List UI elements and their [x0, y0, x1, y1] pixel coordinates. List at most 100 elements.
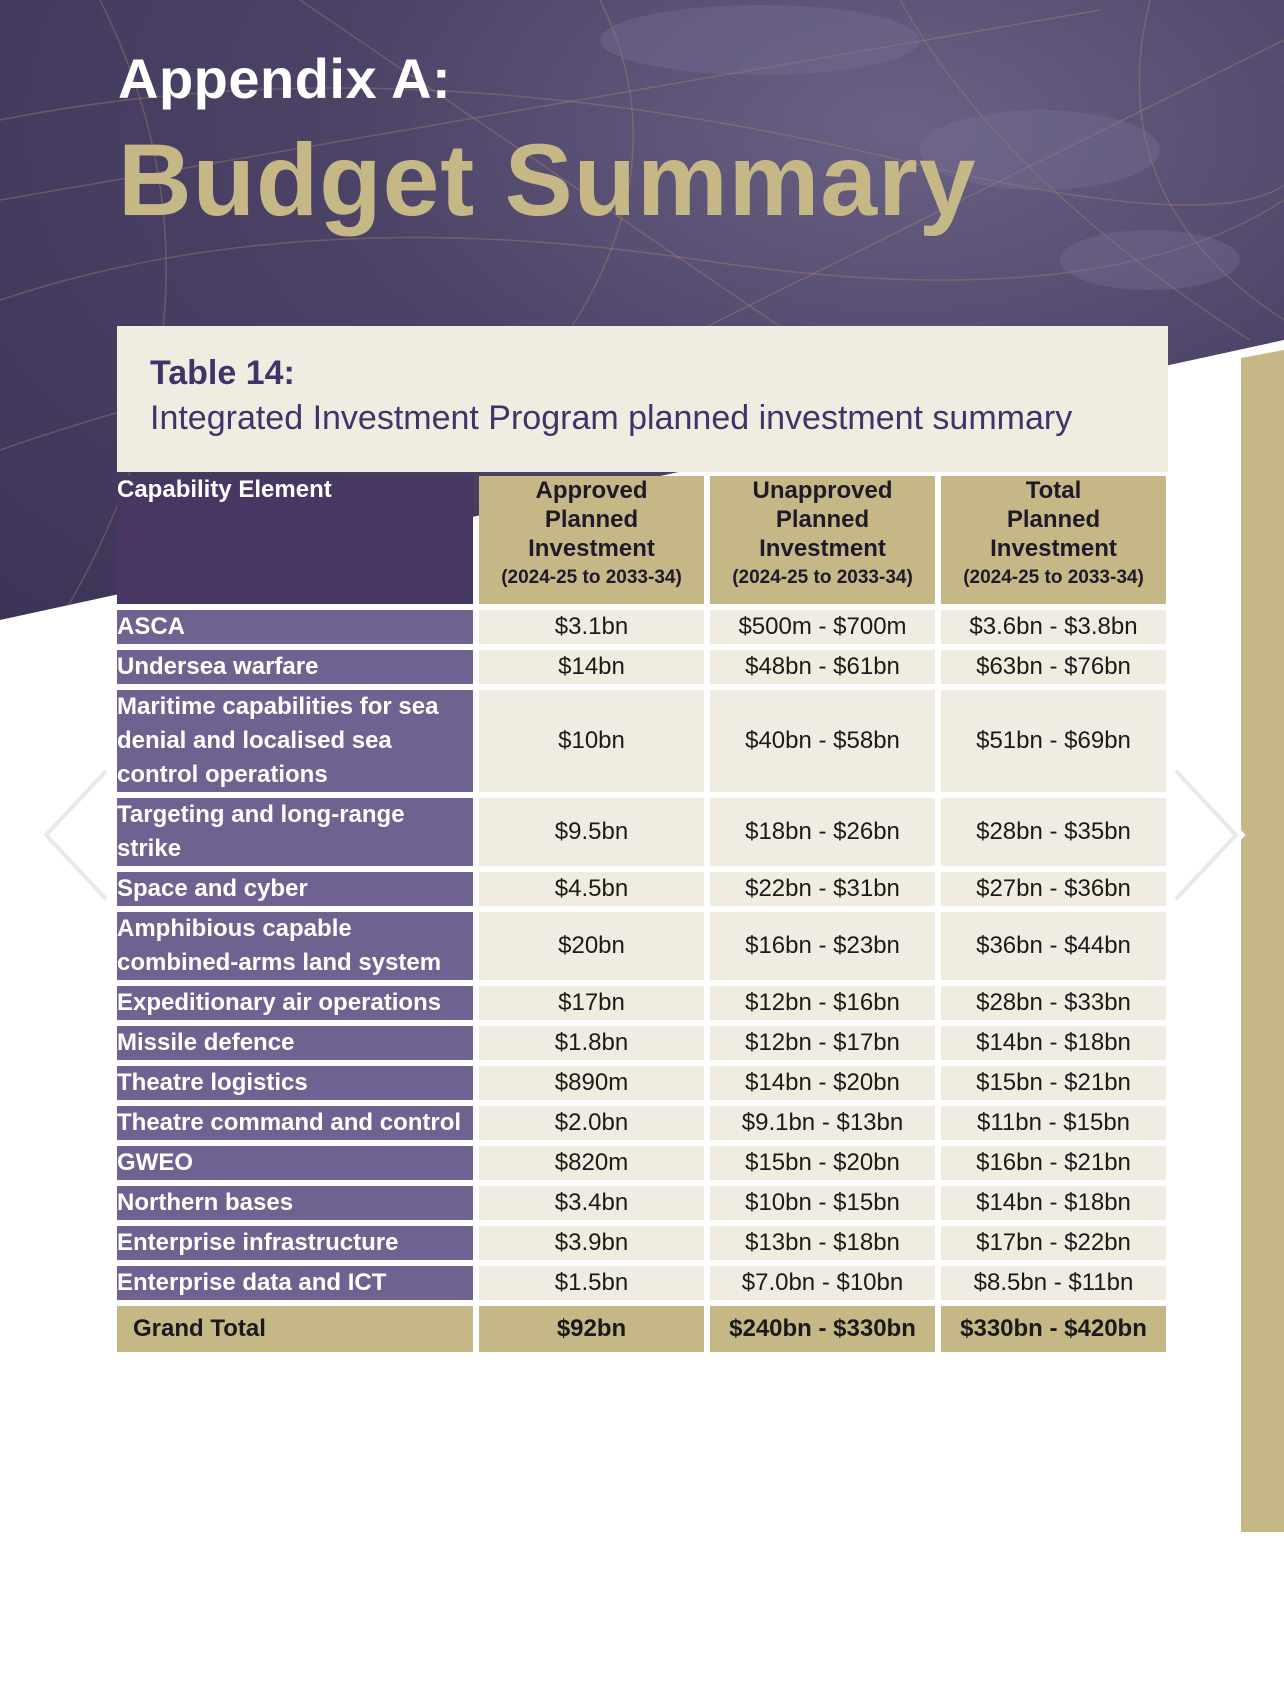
unapproved-cell: $18bn - $26bn: [710, 798, 935, 866]
header-period: (2024-25 to 2033-34): [501, 567, 682, 588]
header-total: Total Planned Investment (2024-25 to 203…: [941, 476, 1166, 604]
total-cell: $8.5bn - $11bn: [941, 1266, 1166, 1300]
header-period: (2024-25 to 2033-34): [963, 567, 1144, 588]
table-row: Theatre logistics $890m $14bn - $20bn $1…: [117, 1066, 1166, 1100]
total-cell: $28bn - $35bn: [941, 798, 1166, 866]
approved-cell: $4.5bn: [479, 872, 704, 906]
grand-total-approved: $92bn: [479, 1306, 704, 1352]
page-title: Budget Summary: [118, 123, 977, 237]
table-row: Missile defence $1.8bn $12bn - $17bn $14…: [117, 1026, 1166, 1060]
capability-cell: Missile defence: [117, 1026, 473, 1060]
approved-cell: $820m: [479, 1146, 704, 1180]
table-title: Integrated Investment Program planned in…: [150, 399, 1073, 437]
header-capability-element: Capability Element: [117, 476, 473, 604]
capability-cell: Expeditionary air operations: [117, 986, 473, 1020]
capability-cell: Enterprise data and ICT: [117, 1266, 473, 1300]
table-row: ASCA $3.1bn $500m - $700m $3.6bn - $3.8b…: [117, 610, 1166, 644]
unapproved-cell: $40bn - $58bn: [710, 690, 935, 792]
capability-cell: GWEO: [117, 1146, 473, 1180]
table-row: Enterprise infrastructure $3.9bn $13bn -…: [117, 1226, 1166, 1260]
grand-total-total: $330bn - $420bn: [941, 1306, 1166, 1352]
grand-total-row: Grand Total $92bn $240bn - $330bn $330bn…: [117, 1306, 1166, 1352]
unapproved-cell: $12bn - $16bn: [710, 986, 935, 1020]
approved-cell: $3.1bn: [479, 610, 704, 644]
unapproved-cell: $22bn - $31bn: [710, 872, 935, 906]
total-cell: $14bn - $18bn: [941, 1026, 1166, 1060]
total-cell: $28bn - $33bn: [941, 986, 1166, 1020]
table-row: GWEO $820m $15bn - $20bn $16bn - $21bn: [117, 1146, 1166, 1180]
header-approved: Approved Planned Investment (2024-25 to …: [479, 476, 704, 604]
unapproved-cell: $12bn - $17bn: [710, 1026, 935, 1060]
capability-cell: Theatre logistics: [117, 1066, 473, 1100]
capability-cell: Amphibious capable combined-arms land sy…: [117, 912, 473, 980]
header-line: Investment: [528, 535, 655, 562]
header-line: Investment: [990, 535, 1117, 562]
table-row: Maritime capabilities for sea denial and…: [117, 690, 1166, 792]
table-row: Amphibious capable combined-arms land sy…: [117, 912, 1166, 980]
grand-total-label: Grand Total: [117, 1306, 473, 1352]
capability-cell: Theatre command and control: [117, 1106, 473, 1140]
total-cell: $51bn - $69bn: [941, 690, 1166, 792]
header-line: Approved: [535, 477, 648, 504]
capability-cell: Undersea warfare: [117, 650, 473, 684]
capability-cell: Targeting and long-range strike: [117, 798, 473, 866]
approved-cell: $20bn: [479, 912, 704, 980]
approved-cell: $1.5bn: [479, 1266, 704, 1300]
header-line: Planned: [1006, 506, 1101, 533]
unapproved-cell: $10bn - $15bn: [710, 1186, 935, 1220]
table-row: Space and cyber $4.5bn $22bn - $31bn $27…: [117, 872, 1166, 906]
approved-cell: $17bn: [479, 986, 704, 1020]
previous-arrow-icon[interactable]: [34, 765, 114, 905]
next-arrow-icon[interactable]: [1168, 765, 1248, 905]
total-cell: $63bn - $76bn: [941, 650, 1166, 684]
capability-cell: Northern bases: [117, 1186, 473, 1220]
capability-cell: ASCA: [117, 610, 473, 644]
table-caption: Table 14: Integrated Investment Program …: [117, 326, 1168, 472]
appendix-label: Appendix A:: [118, 47, 452, 110]
unapproved-cell: $9.1bn - $13bn: [710, 1106, 935, 1140]
unapproved-cell: $13bn - $18bn: [710, 1226, 935, 1260]
table-row: Northern bases $3.4bn $10bn - $15bn $14b…: [117, 1186, 1166, 1220]
approved-cell: $3.4bn: [479, 1186, 704, 1220]
total-cell: $16bn - $21bn: [941, 1146, 1166, 1180]
total-cell: $36bn - $44bn: [941, 912, 1166, 980]
header-line: Total: [1025, 477, 1082, 504]
grand-total-unapproved: $240bn - $330bn: [710, 1306, 935, 1352]
total-cell: $14bn - $18bn: [941, 1186, 1166, 1220]
header-unapproved: Unapproved Planned Investment (2024-25 t…: [710, 476, 935, 604]
table-row: Undersea warfare $14bn $48bn - $61bn $63…: [117, 650, 1166, 684]
capability-cell: Space and cyber: [117, 872, 473, 906]
approved-cell: $9.5bn: [479, 798, 704, 866]
total-cell: $27bn - $36bn: [941, 872, 1166, 906]
header-line: Planned: [775, 506, 870, 533]
unapproved-cell: $14bn - $20bn: [710, 1066, 935, 1100]
unapproved-cell: $15bn - $20bn: [710, 1146, 935, 1180]
approved-cell: $3.9bn: [479, 1226, 704, 1260]
budget-table: Capability Element Approved Planned Inve…: [111, 470, 1172, 1358]
unapproved-cell: $7.0bn - $10bn: [710, 1266, 935, 1300]
total-cell: $11bn - $15bn: [941, 1106, 1166, 1140]
unapproved-cell: $500m - $700m: [710, 610, 935, 644]
approved-cell: $14bn: [479, 650, 704, 684]
approved-cell: $2.0bn: [479, 1106, 704, 1140]
header-line: Unapproved: [752, 477, 893, 504]
header-period: (2024-25 to 2033-34): [732, 567, 913, 588]
approved-cell: $890m: [479, 1066, 704, 1100]
total-cell: $3.6bn - $3.8bn: [941, 610, 1166, 644]
capability-cell: Maritime capabilities for sea denial and…: [117, 690, 473, 792]
table-row: Theatre command and control $2.0bn $9.1b…: [117, 1106, 1166, 1140]
table-row: Targeting and long-range strike $9.5bn $…: [117, 798, 1166, 866]
header-line: Investment: [759, 535, 886, 562]
table-row: Expeditionary air operations $17bn $12bn…: [117, 986, 1166, 1020]
unapproved-cell: $48bn - $61bn: [710, 650, 935, 684]
approved-cell: $10bn: [479, 690, 704, 792]
approved-cell: $1.8bn: [479, 1026, 704, 1060]
gold-side-band: [1241, 350, 1284, 1532]
network-lines-background: [0, 0, 1284, 620]
capability-cell: Enterprise infrastructure: [117, 1226, 473, 1260]
total-cell: $15bn - $21bn: [941, 1066, 1166, 1100]
header-line: Planned: [544, 506, 639, 533]
table-row: Enterprise data and ICT $1.5bn $7.0bn - …: [117, 1266, 1166, 1300]
total-cell: $17bn - $22bn: [941, 1226, 1166, 1260]
unapproved-cell: $16bn - $23bn: [710, 912, 935, 980]
